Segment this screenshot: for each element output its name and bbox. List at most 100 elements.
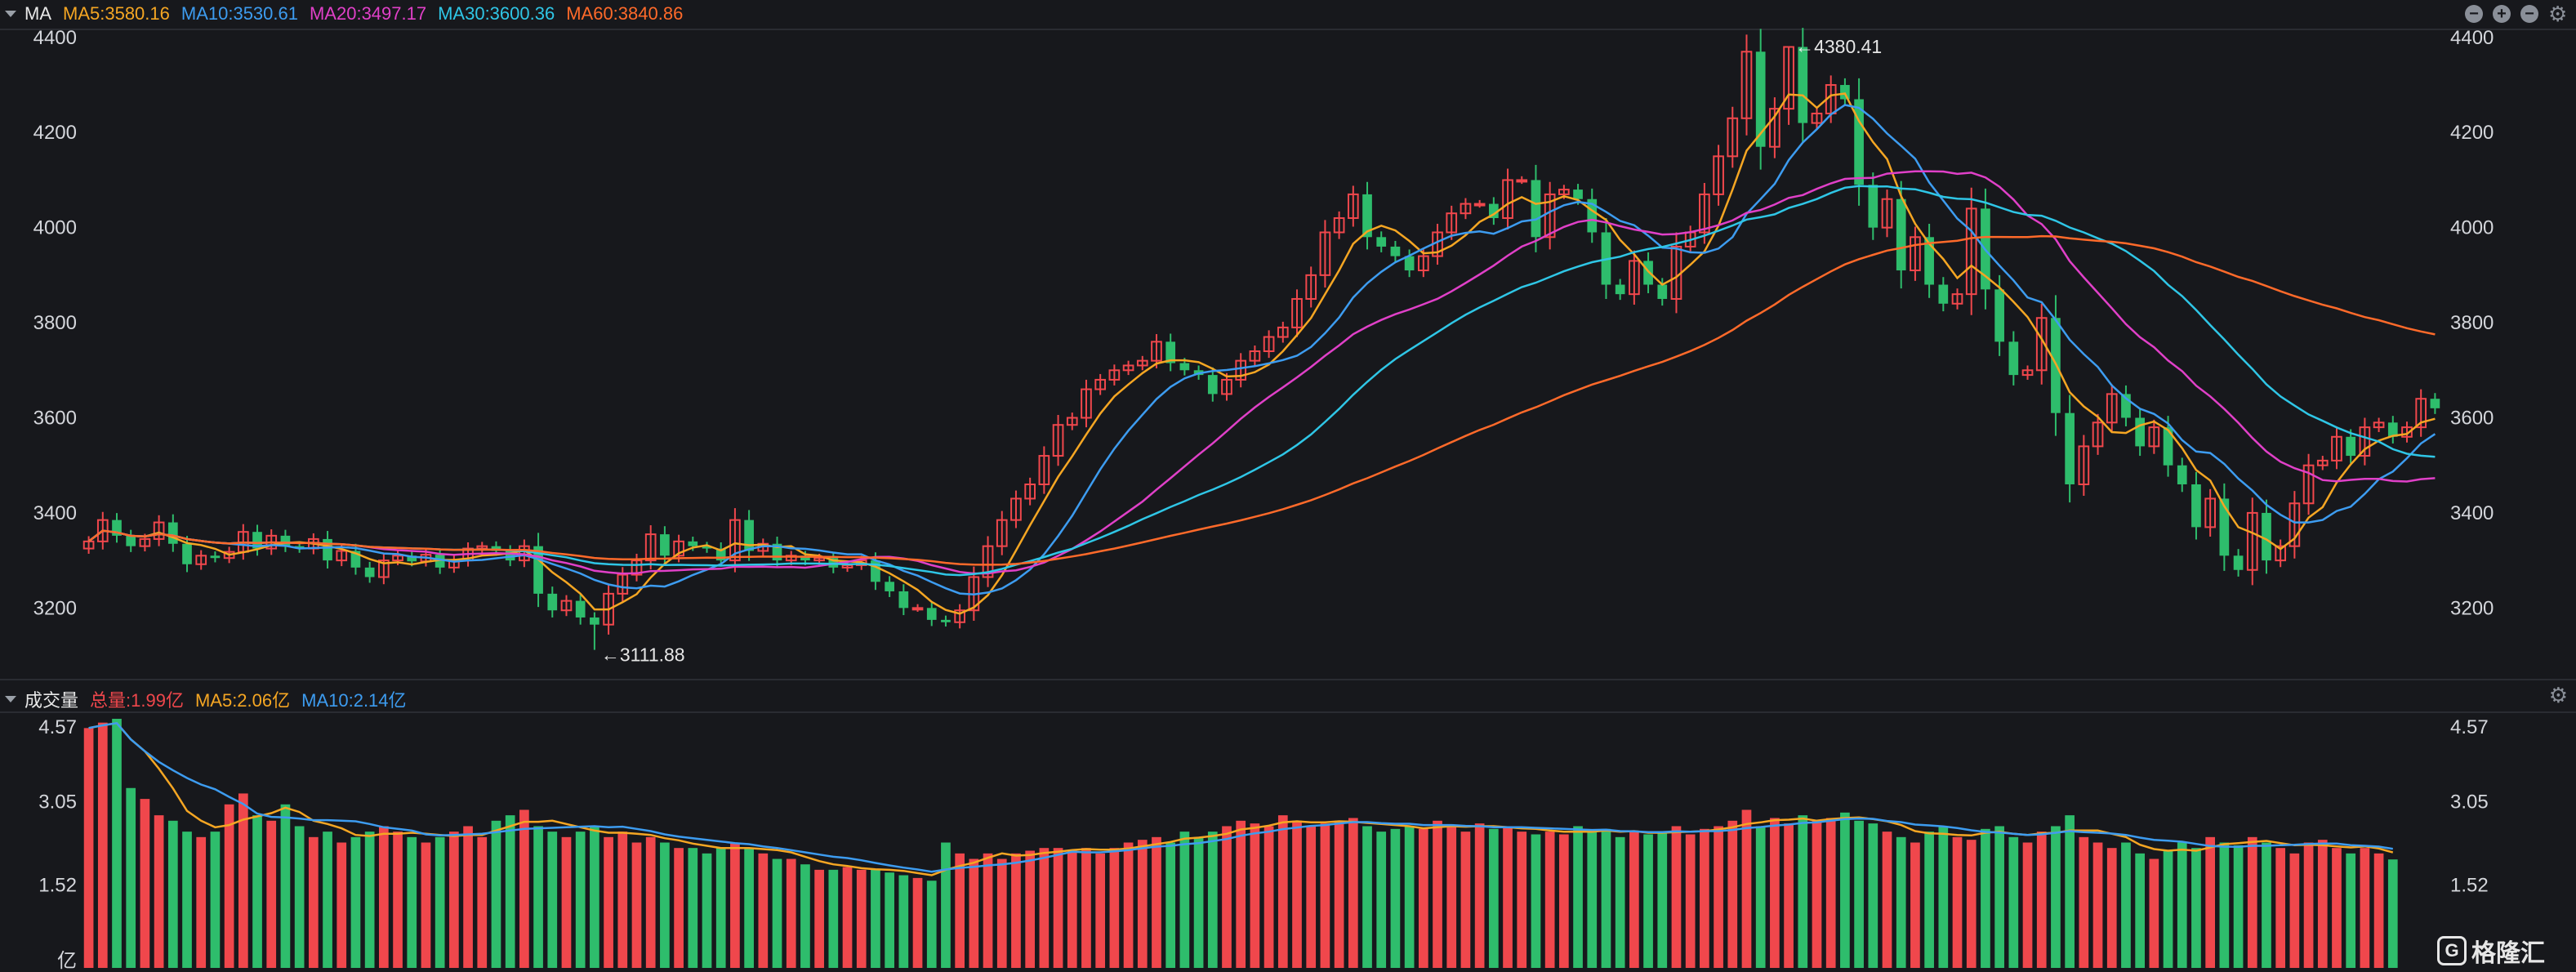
volume-bar: [1460, 832, 1471, 968]
candle-body: [2008, 341, 2019, 376]
price-tick-left: 3200: [33, 597, 77, 619]
volume-bar: [1109, 848, 1120, 968]
candle-body: [1629, 260, 1640, 296]
volume-bar: [182, 832, 192, 968]
plus-circle-icon[interactable]: +: [2493, 5, 2511, 23]
candle-body: [644, 533, 657, 562]
candle-body: [1994, 289, 2004, 342]
candle-body: [1910, 236, 1921, 272]
volume-tick-right: 4.57: [2450, 716, 2489, 738]
high-annotation: ←4380.41: [1795, 36, 1882, 57]
volume-bar: [1152, 836, 1161, 968]
candle-body: [1531, 180, 1541, 238]
volume-bar: [2332, 848, 2342, 968]
volume-bar: [1910, 842, 1920, 968]
candle-body: [1333, 217, 1345, 234]
volume-bar: [1039, 848, 1050, 968]
volume-bar: [1362, 826, 1372, 968]
candle-body: [2262, 512, 2271, 561]
candle-body: [1446, 212, 1458, 234]
candle-body: [1840, 85, 1850, 100]
volume-bar: [590, 826, 599, 968]
candle-body: [547, 593, 558, 611]
volume-bar: [1446, 826, 1457, 968]
volume-bar: [2036, 832, 2047, 968]
volume-bar: [800, 864, 810, 968]
minus-circle-icon-2[interactable]: −: [2520, 5, 2538, 23]
candle-body: [1896, 198, 1906, 271]
volume-bar: [1981, 828, 1990, 968]
collapse-caret-icon[interactable]: [5, 11, 16, 17]
volume-bar: [1657, 832, 1668, 968]
candle-body: [2316, 459, 2329, 466]
candle-body: [1473, 203, 1486, 207]
price-tick-right: 4000: [2450, 217, 2494, 239]
ma60-line: [87, 234, 2436, 566]
volume-bar: [2092, 842, 2103, 968]
gear-icon[interactable]: ⚙: [2548, 2, 2568, 26]
volume-bar: [1952, 836, 1963, 968]
volume-gear-icon[interactable]: ⚙: [2548, 683, 2568, 707]
volume-bar: [1517, 832, 1527, 968]
volume-bar: [323, 832, 332, 968]
volume-bar: [1053, 848, 1063, 968]
candle-body: [1881, 198, 1893, 229]
candle-body: [996, 519, 1008, 547]
candle-body: [715, 548, 726, 561]
candle-body: [195, 555, 207, 565]
volume-bar: [2191, 848, 2201, 968]
candle-body: [1291, 297, 1303, 328]
volume-bar: [983, 853, 993, 968]
candle-body: [982, 545, 994, 578]
volume-bar: [1966, 840, 1977, 968]
candle-body: [223, 551, 235, 560]
minus-circle-icon[interactable]: −: [2465, 5, 2483, 23]
candle-body: [1699, 193, 1710, 234]
legend-total-volume: 总量:1.99亿: [90, 690, 184, 711]
volume-bar: [1854, 820, 1864, 968]
chart-toolbar: − + − ⚙: [2455, 2, 2568, 26]
candle-body: [1221, 378, 1232, 395]
volume-bar: [1643, 834, 1653, 968]
volume-bar: [126, 787, 136, 968]
volume-bar: [1165, 842, 1176, 968]
volume-bar: [1222, 826, 1232, 968]
volume-bar: [364, 832, 375, 968]
watermark-text: 格隆汇: [2471, 940, 2545, 967]
volume-bar: [1700, 828, 1709, 968]
candle-body: [2148, 426, 2160, 448]
volume-bar: [1277, 815, 1288, 968]
volume-bar: [1067, 850, 1077, 968]
volume-bar: [1390, 828, 1401, 968]
candle-body: [1305, 274, 1317, 300]
candle-body: [82, 540, 95, 550]
candle-body: [1362, 194, 1372, 238]
candle-body: [1516, 179, 1528, 183]
volume-bar: [744, 848, 754, 968]
candle-body: [1558, 189, 1570, 195]
volume-bar: [1798, 815, 1808, 968]
volume-bar: [1292, 820, 1302, 968]
volume-legend-label: 成交量: [25, 690, 79, 711]
candle-body: [1024, 483, 1036, 500]
volume-bar: [996, 858, 1007, 968]
candle-body: [2135, 417, 2145, 447]
candle-body: [1249, 350, 1261, 362]
candle-body: [1390, 246, 1401, 256]
volume-bar: [660, 842, 670, 968]
volume-bar: [1334, 820, 1344, 968]
candle-body: [2121, 394, 2131, 418]
volume-tick-right: 1.52: [2450, 875, 2489, 897]
candle-body: [2373, 421, 2385, 429]
candle-body: [1179, 363, 1190, 371]
candle-body: [688, 541, 698, 546]
candle-body: [885, 582, 894, 591]
volume-collapse-caret-icon[interactable]: [5, 696, 16, 702]
candle-body: [2430, 399, 2440, 408]
candle-body: [364, 567, 375, 577]
candle-body: [1207, 375, 1218, 395]
candle-body: [1488, 203, 1499, 219]
volume-bar: [435, 836, 445, 968]
volume-bar: [758, 853, 769, 968]
